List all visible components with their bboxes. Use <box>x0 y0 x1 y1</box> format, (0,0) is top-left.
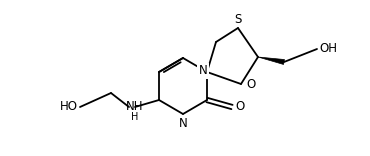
Text: O: O <box>246 78 255 90</box>
Text: OH: OH <box>319 41 337 54</box>
Text: O: O <box>235 100 244 114</box>
Text: S: S <box>234 13 242 26</box>
Text: N: N <box>179 117 187 130</box>
Text: HO: HO <box>60 100 78 114</box>
Text: N: N <box>199 64 207 78</box>
Text: N: N <box>199 64 207 78</box>
Polygon shape <box>258 57 285 64</box>
Text: N: N <box>179 117 187 130</box>
Text: NH: NH <box>126 100 144 112</box>
Text: H: H <box>131 112 139 122</box>
